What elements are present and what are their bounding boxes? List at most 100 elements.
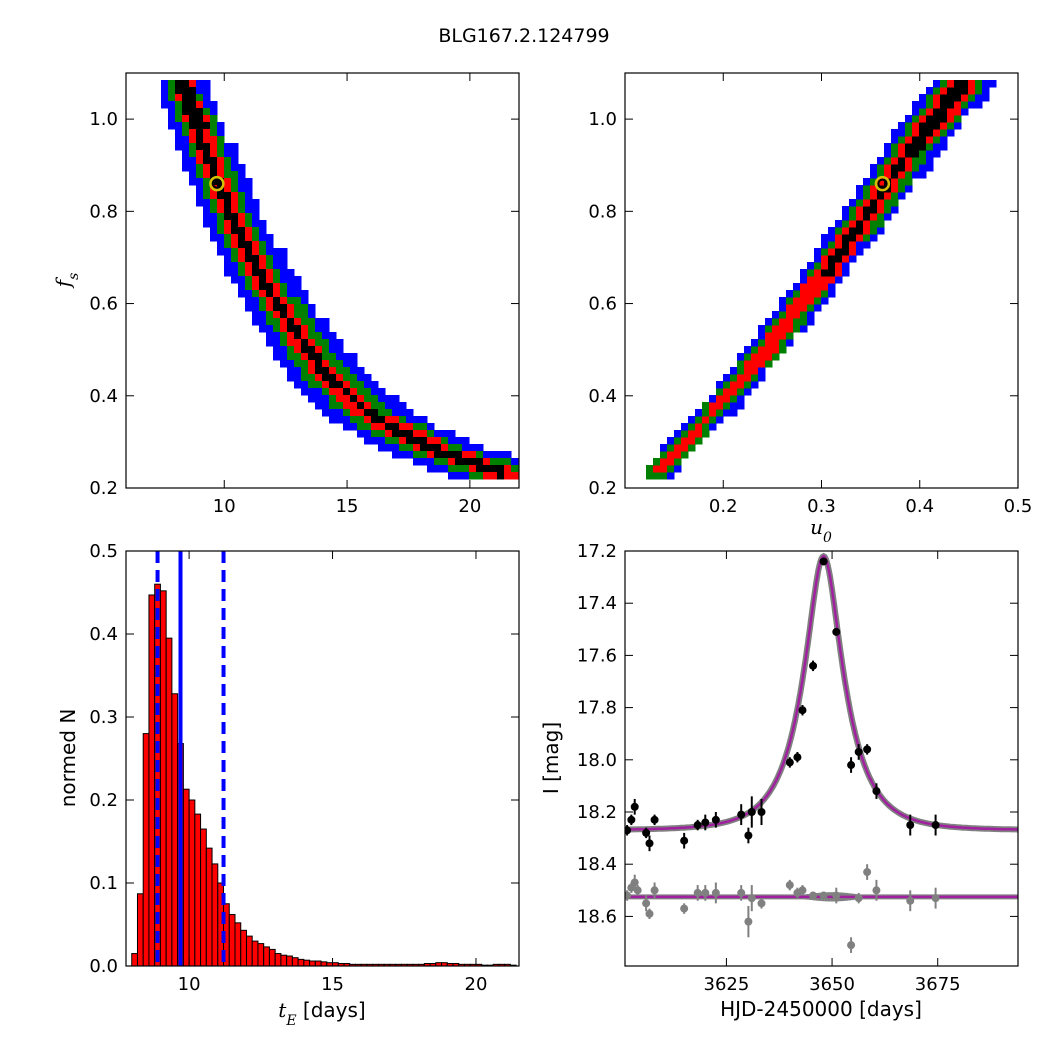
density-cell-level-1 <box>231 276 239 284</box>
residual-point <box>747 894 756 903</box>
density-cell-level-3 <box>252 276 260 284</box>
density-cell-level-1 <box>933 143 941 151</box>
density-cell-level-3 <box>772 339 780 347</box>
y-tick-label: 0.8 <box>588 201 617 222</box>
density-cell-level-2 <box>870 227 878 235</box>
density-cell-level-3 <box>245 262 253 270</box>
density-cell-level-3 <box>378 423 386 431</box>
density-cell-level-2 <box>266 311 274 319</box>
density-cell-level-4 <box>182 101 190 109</box>
density-cell-level-3 <box>849 241 857 249</box>
histogram-bar <box>314 960 322 966</box>
density-cell-level-4 <box>224 206 232 214</box>
density-cell-level-3 <box>940 87 948 95</box>
histogram-bars <box>131 583 517 966</box>
density-cell-level-1 <box>856 248 864 256</box>
density-cell-level-1 <box>462 444 470 452</box>
density-cell-level-3 <box>660 458 668 466</box>
density-cell-level-2 <box>779 339 787 347</box>
density-cell-level-1 <box>245 199 253 207</box>
density-cell-level-3 <box>695 430 703 438</box>
density-cell-level-1 <box>308 395 316 403</box>
density-cell-level-4 <box>182 80 190 88</box>
density-cell-level-1 <box>455 437 463 445</box>
density-cell-level-1 <box>224 248 232 256</box>
density-cell-level-2 <box>217 220 225 228</box>
density-cell-level-4 <box>210 157 218 165</box>
density-cell-level-2 <box>273 276 281 284</box>
density-cell-level-2 <box>469 472 477 480</box>
residual-point <box>711 888 720 897</box>
density-cell-level-3 <box>231 199 239 207</box>
histogram-bar <box>234 922 242 966</box>
density-cell-level-3 <box>259 262 267 270</box>
observation-point <box>627 815 636 824</box>
density-cell-level-4 <box>189 87 197 95</box>
density-cell-level-1 <box>252 220 260 228</box>
density-cell-level-1 <box>884 143 892 151</box>
density-cell-level-4 <box>238 241 246 249</box>
density-cell-level-2 <box>371 430 379 438</box>
density-cell-level-3 <box>196 150 204 158</box>
density-cell-level-2 <box>364 423 372 431</box>
density-cell-level-2 <box>168 80 176 88</box>
density-cell-level-2 <box>217 136 225 144</box>
density-cell-level-1 <box>203 80 211 88</box>
density-cell-level-2 <box>849 206 857 214</box>
density-cell-level-3 <box>273 311 281 319</box>
density-cell-level-3 <box>674 451 682 459</box>
density-cell-level-2 <box>196 164 204 172</box>
density-cell-level-3 <box>406 423 414 431</box>
density-cell-level-2 <box>737 360 745 368</box>
density-cell-level-2 <box>863 234 871 242</box>
density-cell-level-4 <box>870 199 878 207</box>
density-cell-level-1 <box>399 402 407 410</box>
density-cell-level-2 <box>350 374 358 382</box>
density-cell-level-3 <box>660 465 668 473</box>
density-cell-level-2 <box>196 94 204 102</box>
y-tick-label: 17.6 <box>577 645 617 666</box>
density-cell-level-4 <box>273 297 281 305</box>
density-cell-level-2 <box>793 325 801 333</box>
density-cell-level-1 <box>266 325 274 333</box>
y-tick-label: 0.6 <box>588 294 617 315</box>
density-cell-level-1 <box>294 283 302 291</box>
density-cell-level-4 <box>940 94 948 102</box>
density-cell-level-4 <box>189 115 197 123</box>
density-cell-level-1 <box>926 164 934 172</box>
density-cell-level-2 <box>315 332 323 340</box>
density-cell-level-2 <box>252 234 260 242</box>
density-cell-level-2 <box>919 108 927 116</box>
density-cell-level-3 <box>793 311 801 319</box>
density-cell-level-3 <box>772 332 780 340</box>
density-cell-level-1 <box>898 129 906 137</box>
density-cell-level-3 <box>231 234 239 242</box>
density-cell-level-2 <box>245 213 253 221</box>
density-cell-level-2 <box>681 430 689 438</box>
density-cell-level-3 <box>301 332 309 340</box>
residual-point <box>625 891 632 900</box>
density-cell-level-1 <box>259 325 267 333</box>
density-cell-level-2 <box>301 311 309 319</box>
density-cell-level-3 <box>800 297 808 305</box>
density-cell-level-2 <box>329 353 337 361</box>
y-axis-label: normed N <box>56 709 80 808</box>
y-tick-label: 0.2 <box>89 790 118 811</box>
density-cell-level-3 <box>385 430 393 438</box>
plot-area <box>161 80 519 480</box>
density-cell-level-1 <box>266 241 274 249</box>
density-cell-level-3 <box>681 437 689 445</box>
density-cell-level-2 <box>786 297 794 305</box>
density-cell-level-3 <box>709 402 717 410</box>
density-cell-level-2 <box>737 367 745 375</box>
density-cell-level-2 <box>905 129 913 137</box>
density-cell-level-1 <box>301 297 309 305</box>
density-cell-level-3 <box>758 353 766 361</box>
y-tick-label: 1.0 <box>588 109 617 130</box>
density-cell-level-1 <box>371 437 379 445</box>
x-tick-label: 0.5 <box>1004 496 1033 517</box>
density-cell-level-2 <box>259 297 267 305</box>
density-cell-level-1 <box>322 325 330 333</box>
density-cell-level-3 <box>217 171 225 179</box>
density-cell-level-3 <box>203 164 211 172</box>
